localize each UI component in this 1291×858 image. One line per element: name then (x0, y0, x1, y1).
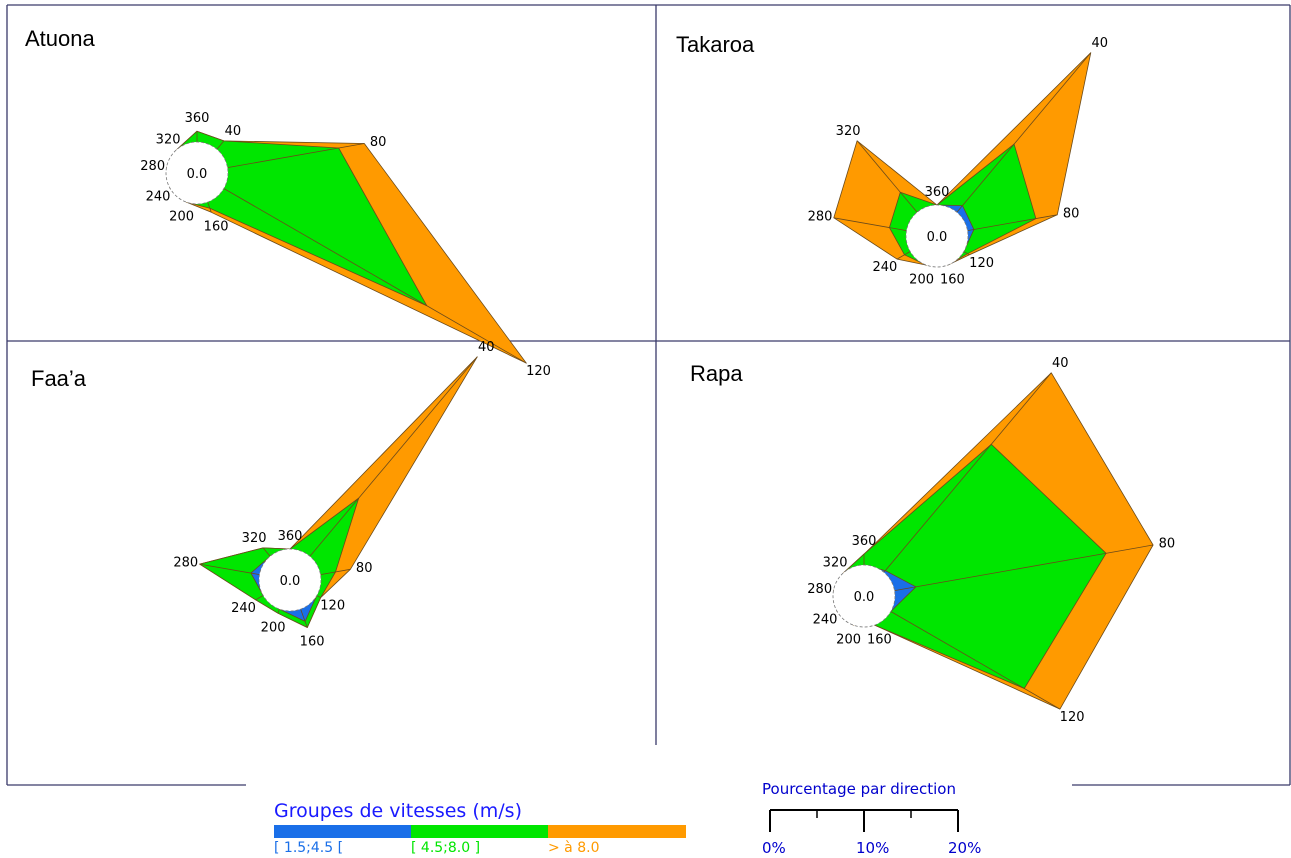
rose-1-dir-label-360: 360 (925, 185, 950, 200)
rose-2-spoke-40 (309, 356, 478, 557)
panel-title-1: Takaroa (676, 32, 755, 57)
rose-1-dir-label-120: 120 (969, 256, 994, 271)
rose-1-spoke-280 (833, 217, 907, 231)
legend-label-high: > à 8.0 (548, 840, 599, 856)
panel-titles: Atuona Takaroa Faa’a Rapa (25, 26, 755, 391)
legend-swatch-green (411, 825, 548, 838)
panel-frames (6, 4, 1291, 786)
legend-title: Groupes de vitesses (m/s) (274, 800, 522, 822)
rose-1-spoke-320 (856, 140, 918, 213)
rose-2-spoke-240 (255, 595, 264, 601)
percent-scale: Pourcentage par direction 0% 10% 20% (762, 780, 981, 857)
calm-value: 0.0 (280, 574, 301, 589)
rose-2-dir-label-160: 160 (300, 635, 325, 650)
rose-3-dir-label-160: 160 (867, 632, 892, 647)
scale-label-10: 10% (856, 839, 889, 857)
rose-0-dir-label-160: 160 (204, 220, 229, 235)
rose-0-dir-label-80: 80 (370, 135, 387, 150)
calm-circle (905, 204, 969, 268)
rose-2-dir-label-280: 280 (173, 556, 198, 571)
rose-1-dir-label-200: 200 (909, 272, 934, 287)
rose-0-spoke-160 (207, 201, 212, 213)
rose-2-spoke-320 (262, 547, 271, 557)
rose-2-spoke-80 (320, 568, 351, 575)
rose-3-dir-label-120: 120 (1060, 710, 1085, 725)
legend-label-low: [ 1.5;4.5 [ (274, 840, 343, 856)
calm-value: 0.0 (854, 590, 875, 605)
wind-rose-2: 0.0 40 80 120 160 200 240 280 320 360 (173, 340, 494, 649)
rose-1-dir-label-280: 280 (808, 209, 833, 224)
rose-3-dir-label-240: 240 (813, 613, 838, 628)
rose-0-dir-label-240: 240 (146, 190, 171, 205)
panel-title-0: Atuona (25, 26, 95, 51)
rose-1-dir-label-320: 320 (836, 124, 861, 139)
rose-2-dir-label-80: 80 (356, 561, 373, 576)
rose-1-dir-label-240: 240 (872, 260, 897, 275)
scale-title: Pourcentage par direction (762, 780, 956, 798)
rose-0-spoke-40 (216, 140, 225, 150)
rose-2-spoke-280 (199, 563, 260, 575)
scale-label-0: 0% (762, 839, 786, 857)
rose-0-dir-label-360: 360 (185, 111, 210, 126)
legend-label-mid: [ 4.5;8.0 ] (411, 840, 480, 856)
wind-rose-3: 0.0 40 80 120 160 200 240 280 320 360 (807, 356, 1175, 725)
rose-2-spoke-200 (277, 608, 280, 614)
rose-2-dir-label-240: 240 (231, 601, 256, 616)
legend-swatch-blue (274, 825, 411, 838)
calm-circle (832, 564, 896, 628)
speed-legend: Groupes de vitesses (m/s) [ 1.5;4.5 [ [ … (274, 800, 686, 856)
rose-1-spoke-240 (896, 251, 911, 260)
rose-2-dir-label-120: 120 (320, 599, 345, 614)
rose-1-spoke-40 (956, 52, 1092, 213)
rose-3-dir-label-80: 80 (1159, 537, 1176, 552)
rose-0-spoke-80 (227, 143, 365, 168)
panel-title-3: Rapa (690, 361, 743, 386)
rose-1-dir-label-40: 40 (1092, 36, 1109, 51)
rose-3-dir-label-200: 200 (836, 632, 861, 647)
rose-1-spoke-80 (967, 214, 1058, 231)
calm-circle (165, 141, 229, 205)
rose-0-dir-label-120: 120 (526, 364, 551, 379)
rose-3-dir-label-40: 40 (1052, 356, 1069, 371)
rose-3-dir-label-280: 280 (807, 582, 832, 597)
rose-2-dir-label-360: 360 (278, 529, 303, 544)
rose-1-spoke-120 (963, 251, 970, 256)
rose-0-dir-label-200: 200 (169, 209, 194, 224)
legend-swatch-orange (548, 825, 686, 838)
rose-2-spoke-120 (316, 595, 321, 599)
rose-0-dir-label-320: 320 (156, 133, 181, 148)
rose-3-dir-label-360: 360 (852, 534, 877, 549)
rose-0-spoke-120 (223, 188, 527, 364)
calm-value: 0.0 (187, 167, 208, 182)
rose-1-dir-label-80: 80 (1063, 206, 1080, 221)
rose-1-dir-label-160: 160 (940, 272, 965, 287)
rose-2-dir-label-200: 200 (261, 620, 286, 635)
rose-0-dir-label-40: 40 (225, 124, 242, 139)
rose-3-spoke-120 (890, 611, 1061, 710)
wind-rose-1: 0.0 40 80 120 160 200 240 280 320 360 (808, 36, 1108, 287)
rose-2-dir-label-40: 40 (478, 340, 495, 355)
calm-circle (258, 548, 322, 612)
rose-3-dir-label-320: 320 (823, 556, 848, 571)
rose-2-spoke-160 (300, 608, 308, 628)
rose-2-dir-label-320: 320 (242, 531, 267, 546)
calm-value: 0.0 (927, 230, 948, 245)
wind-roses: 0.0 40 80 120 160 200 240 280 320 360 0.0 40 80 120 16… (140, 36, 1175, 725)
wind-rose-0: 0.0 40 80 120 160 200 240 280 320 360 (140, 111, 551, 379)
rose-3-spoke-40 (883, 372, 1052, 573)
rose-0-dir-label-280: 280 (140, 159, 165, 174)
scale-label-20: 20% (948, 839, 981, 857)
rose-3-spoke-80 (894, 544, 1154, 591)
panel-title-2: Faa’a (31, 366, 87, 391)
